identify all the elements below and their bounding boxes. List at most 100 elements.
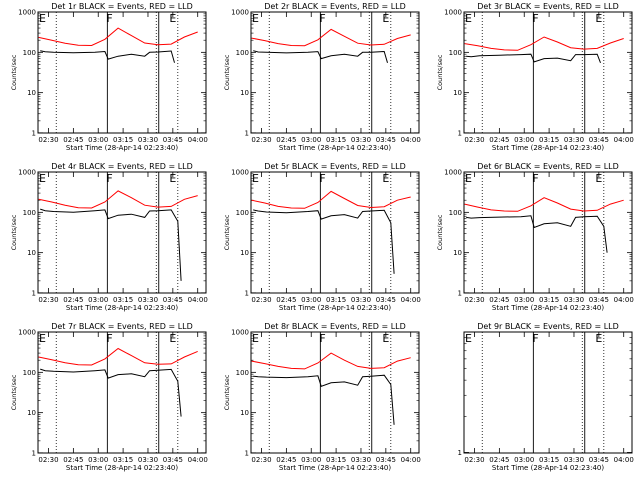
x-tick-label: 03:30 (564, 456, 584, 464)
panel-title: Det 6r BLACK = Events, RED = LLD (477, 162, 619, 171)
y-axis-label: Counts/sec (436, 214, 444, 250)
series-events-line (40, 368, 182, 417)
series-lld-line (464, 36, 624, 51)
panel-title: Det 4r BLACK = Events, RED = LLD (51, 162, 193, 171)
y-tick-label: 100 (23, 209, 36, 217)
x-tick-label: 02:30 (464, 136, 484, 144)
marker-e: E (465, 332, 472, 345)
x-tick-label: 03:45 (376, 296, 396, 304)
x-tick-label: 03:00 (514, 456, 534, 464)
y-tick-label: 100 (236, 369, 249, 377)
y-tick-label: 1 (245, 449, 249, 457)
x-tick-label: 04:00 (614, 456, 634, 464)
x-axis-label: Start Time (28-Apr-14 02:23:40) (279, 144, 391, 152)
plot-frame (37, 171, 207, 294)
y-tick-label: 100 (23, 49, 36, 57)
x-axis-label: Start Time (28-Apr-14 02:23:40) (492, 464, 604, 472)
y-tick-label: 100 (449, 209, 462, 217)
y-tick-label: 1000 (231, 9, 249, 17)
series-lld-line (251, 28, 411, 47)
marker-e: E (595, 332, 602, 345)
x-tick-label: 03:30 (564, 296, 584, 304)
series-lld-line (38, 27, 198, 47)
x-tick-label: 04:00 (401, 136, 421, 144)
x-tick-label: 02:45 (63, 136, 83, 144)
marker-f: F (532, 332, 538, 345)
y-tick-label: 100 (236, 209, 249, 217)
series-events-line (466, 53, 601, 63)
x-axis-label: Start Time (28-Apr-14 02:23:40) (279, 464, 391, 472)
x-tick-label: 02:30 (38, 136, 58, 144)
marker-e: E (39, 172, 46, 185)
panel-det-8: Det 8r BLACK = Events, RED = LLD 1 10 100 10… (223, 322, 421, 472)
y-tick-label: 1 (32, 449, 36, 457)
marker-e: E (382, 172, 389, 185)
x-tick-label: 03:45 (589, 296, 609, 304)
panel-det-5: Det 5r BLACK = Events, RED = LLD 1 10 100 10… (223, 162, 421, 312)
panel-det-6: Det 6r BLACK = Events, RED = LLD 1 10 100 10… (436, 162, 634, 312)
x-tick-label: 04:00 (614, 136, 634, 144)
x-tick-label: 04:00 (188, 296, 208, 304)
panel-det-3: Det 3r BLACK = Events, RED = LLD 1 10 100 10… (436, 2, 634, 152)
x-tick-label: 04:00 (401, 296, 421, 304)
x-axis-label: Start Time (28-Apr-14 02:23:40) (66, 464, 178, 472)
marker-e: E (39, 332, 46, 345)
x-tick-label: 03:00 (514, 296, 534, 304)
x-tick-label: 04:00 (188, 456, 208, 464)
x-tick-label: 03:30 (351, 136, 371, 144)
series-lld-line (38, 347, 198, 366)
x-tick-label: 02:45 (489, 456, 509, 464)
marker-e: E (252, 332, 259, 345)
marker-f: F (319, 332, 325, 345)
x-tick-label: 03:45 (163, 136, 183, 144)
y-tick-label: 1 (458, 129, 462, 137)
plot-frame (463, 11, 633, 134)
x-tick-label: 03:00 (514, 136, 534, 144)
series-events-line (40, 208, 182, 281)
marker-f: F (532, 172, 538, 185)
x-axis-label: Start Time (28-Apr-14 02:23:40) (492, 304, 604, 312)
x-tick-label: 02:30 (251, 456, 271, 464)
panel-title: Det 8r BLACK = Events, RED = LLD (264, 322, 406, 331)
y-tick-label: 1 (32, 289, 36, 297)
x-tick-label: 02:45 (276, 136, 296, 144)
y-tick-label: 1000 (444, 9, 462, 17)
y-tick-label: 1000 (231, 329, 249, 337)
x-tick-label: 03:00 (88, 136, 108, 144)
plot-frame (463, 171, 633, 294)
x-tick-label: 03:30 (351, 296, 371, 304)
x-tick-label: 03:45 (376, 136, 396, 144)
series-events-line (253, 374, 395, 425)
x-tick-label: 03:30 (138, 456, 158, 464)
x-tick-label: 03:00 (301, 136, 321, 144)
x-tick-label: 02:45 (276, 296, 296, 304)
x-tick-label: 02:30 (38, 296, 58, 304)
x-tick-label: 03:00 (88, 456, 108, 464)
panel-title: Det 3r BLACK = Events, RED = LLD (477, 2, 619, 11)
x-tick-label: 02:45 (489, 136, 509, 144)
plot-frame (250, 331, 420, 454)
y-tick-label: 1000 (444, 169, 462, 177)
x-tick-label: 03:15 (326, 456, 346, 464)
y-tick-label: 1 (32, 129, 36, 137)
marker-e: E (252, 172, 259, 185)
y-tick-label: 100 (23, 369, 36, 377)
x-tick-label: 02:30 (251, 136, 271, 144)
x-tick-label: 03:45 (589, 136, 609, 144)
x-tick-label: 04:00 (614, 296, 634, 304)
y-tick-label: 1 (245, 289, 249, 297)
marker-e: E (465, 12, 472, 25)
series-events-line (253, 209, 395, 274)
y-tick-label: 100 (236, 49, 249, 57)
marker-f: F (532, 12, 538, 25)
x-tick-label: 02:45 (489, 296, 509, 304)
panel-det-9: Det 9r BLACK = Events, RED = LLD 102:30 02… (458, 322, 634, 472)
y-tick-label: 1000 (231, 169, 249, 177)
plot-frame (250, 171, 420, 294)
y-tick-label: 1 (245, 129, 249, 137)
series-events-line (466, 215, 608, 253)
x-tick-label: 03:15 (113, 456, 133, 464)
marker-f: F (106, 12, 112, 25)
series-lld-line (464, 197, 624, 212)
y-axis-label: Counts/sec (223, 214, 231, 250)
